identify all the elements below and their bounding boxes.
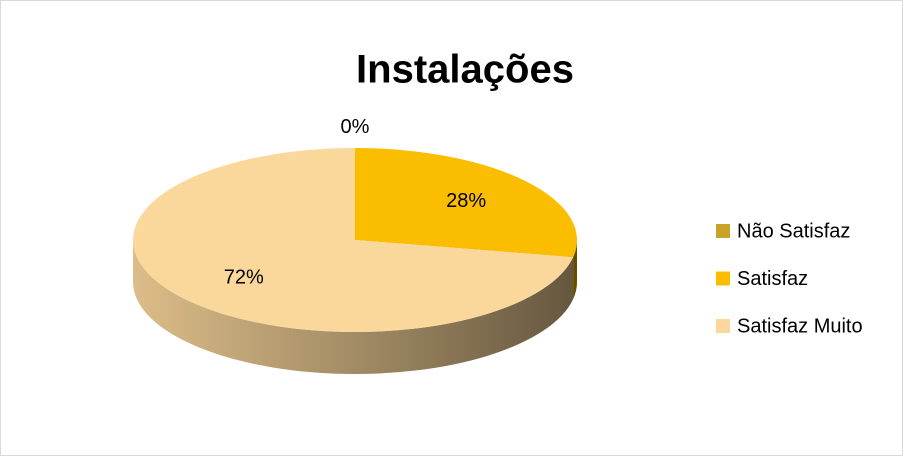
side-shade (133, 240, 574, 374)
data-label: 28% (446, 190, 486, 212)
legend-swatch (716, 271, 730, 286)
data-label: 72% (224, 266, 264, 288)
legend-swatch (716, 319, 730, 333)
slice (355, 148, 577, 258)
legend-label: Não Satisfaz (737, 220, 850, 242)
legend-label: Satisfaz Muito (737, 315, 863, 337)
data-label: 0% (341, 116, 370, 138)
slice (133, 148, 574, 332)
legend-label: Satisfaz (737, 268, 808, 290)
chart-title: Instalações (356, 48, 574, 92)
legend-swatch (716, 224, 730, 238)
side-shade (573, 240, 577, 300)
